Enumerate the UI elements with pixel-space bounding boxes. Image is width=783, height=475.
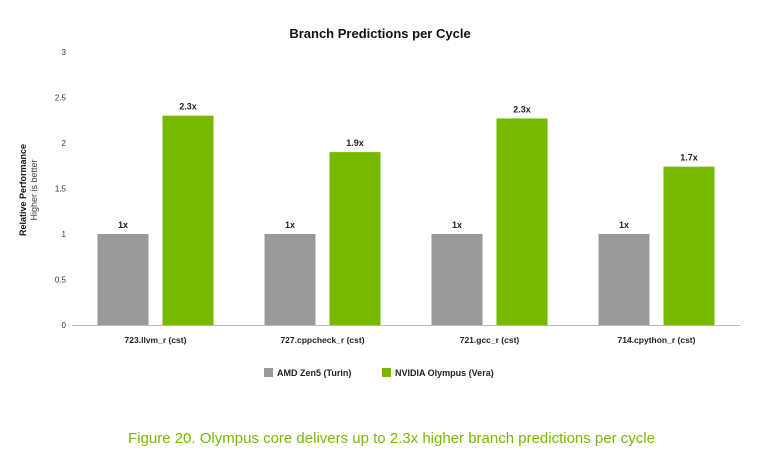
bar-nvidia-4 — [663, 166, 715, 325]
x-tick-label: 714.cpython_r (cst) — [618, 335, 696, 345]
y-axis-label: Relative Performance — [18, 144, 28, 236]
bar-amd-3 — [431, 234, 483, 325]
bar-nvidia-3 — [496, 118, 548, 326]
x-tick-label: 723.llvm_r (cst) — [125, 335, 187, 345]
y-tick-label: 0 — [62, 321, 67, 330]
x-tick-label: 727.cppcheck_r (cst) — [280, 335, 364, 345]
x-tick-label: 721.gcc_r (cst) — [460, 335, 520, 345]
bar-amd-4 — [598, 234, 650, 325]
bars-group: 1x 2.3x 1x 1.9x 1x 2.3x 1x 1.7x — [97, 102, 715, 326]
bar-nvidia-1 — [162, 115, 214, 325]
y-tick-label: 1 — [62, 230, 67, 239]
bar-data-label: 1x — [285, 220, 295, 230]
bar-nvidia-2 — [329, 152, 381, 325]
bar-data-label: 1x — [452, 220, 462, 230]
y-axis-ticks: 0 0.5 1 1.5 2 2.5 3 — [55, 48, 67, 330]
bar-amd-1 — [97, 234, 149, 325]
y-axis-sublabel: Higher is better — [29, 159, 39, 220]
bar-data-label: 2.3x — [513, 104, 531, 114]
legend: AMD Zen5 (Turin) NVIDIA Olympus (Vera) — [264, 368, 494, 378]
figure-caption: Figure 20. Olympus core delivers up to 2… — [128, 430, 655, 447]
y-tick-label: 1.5 — [55, 185, 67, 194]
y-tick-label: 2.5 — [55, 94, 67, 103]
y-tick-label: 0.5 — [55, 276, 67, 285]
x-axis-ticks: 723.llvm_r (cst) 727.cppcheck_r (cst) 721.… — [125, 335, 696, 345]
bar-data-label: 1.9x — [346, 138, 364, 148]
bar-amd-2 — [264, 234, 316, 325]
branch-prediction-chart: Branch Predictions per Cycle Relative Pe… — [18, 26, 740, 378]
y-tick-label: 2 — [62, 139, 67, 148]
legend-swatch — [382, 368, 391, 377]
legend-label: AMD Zen5 (Turin) — [277, 368, 351, 378]
y-tick-label: 3 — [62, 48, 67, 57]
bar-data-label: 1.7x — [680, 153, 698, 163]
bar-data-label: 2.3x — [179, 102, 197, 112]
legend-swatch — [264, 368, 273, 377]
bar-data-label: 1x — [619, 220, 629, 230]
legend-label: NVIDIA Olympus (Vera) — [395, 368, 494, 378]
bar-data-label: 1x — [118, 220, 128, 230]
chart-title: Branch Predictions per Cycle — [289, 26, 470, 41]
